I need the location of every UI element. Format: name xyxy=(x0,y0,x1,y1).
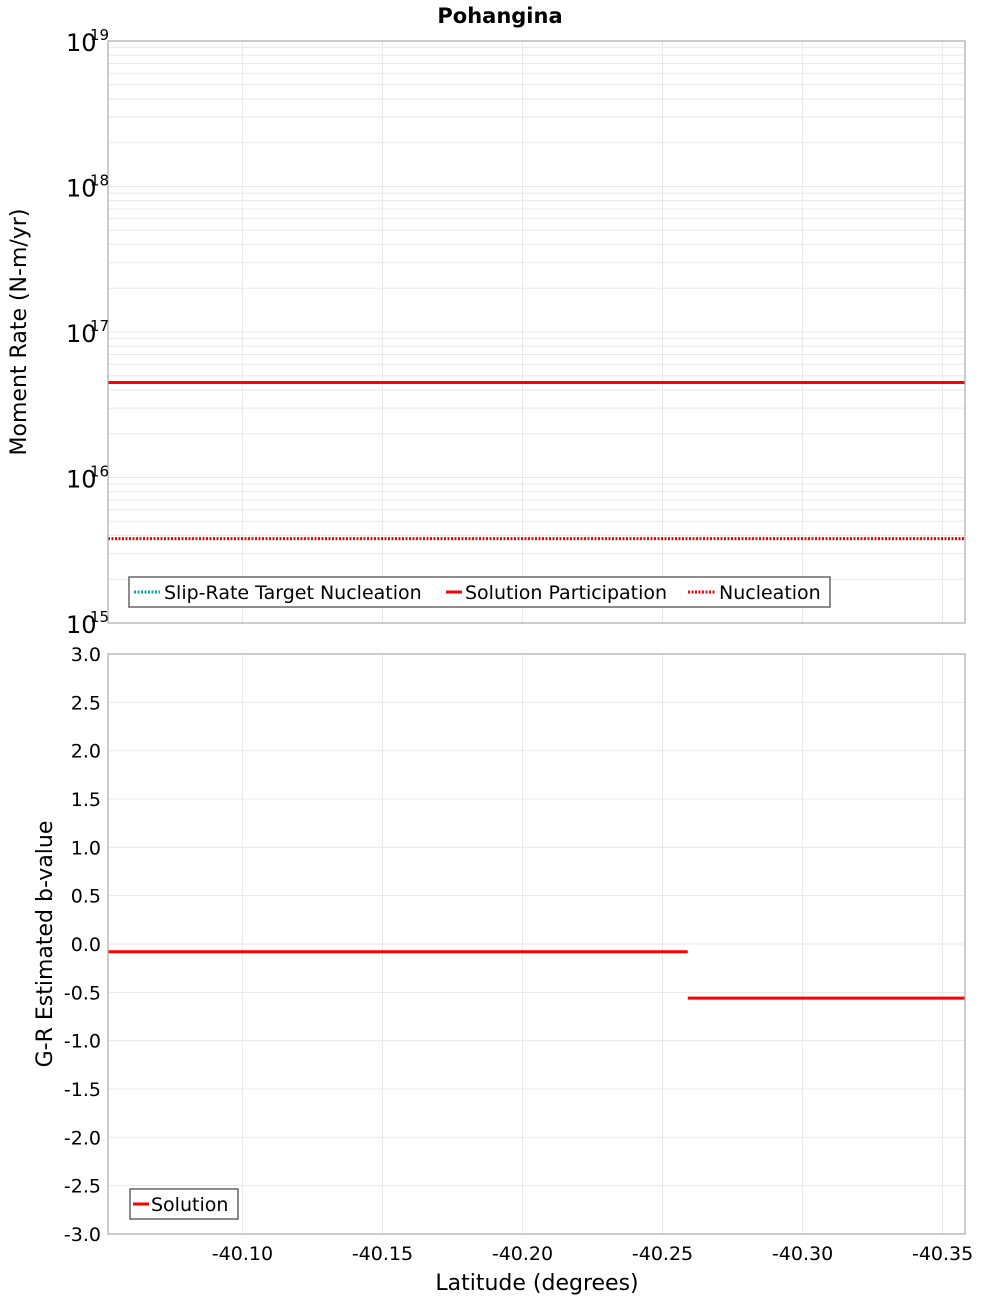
top-y-ticks: 10191018101710161015 xyxy=(66,26,109,639)
legend-target-label: Slip-Rate Target Nucleation xyxy=(164,582,422,604)
svg-text:-40.25: -40.25 xyxy=(632,1243,693,1265)
bottom-y-axis-label: G-R Estimated b-value xyxy=(33,821,58,1068)
svg-text:-3.0: -3.0 xyxy=(64,1224,101,1246)
svg-text:-40.30: -40.30 xyxy=(772,1243,833,1265)
svg-text:-1.5: -1.5 xyxy=(64,1079,101,1101)
svg-text:17: 17 xyxy=(90,317,109,335)
svg-text:-40.10: -40.10 xyxy=(212,1243,273,1265)
svg-text:2.5: 2.5 xyxy=(71,692,101,714)
bottom-legend: Solution xyxy=(130,1189,238,1219)
svg-text:19: 19 xyxy=(90,26,109,44)
svg-text:-2.0: -2.0 xyxy=(64,1127,101,1149)
top-legend: Slip-Rate Target Nucleation Solution Par… xyxy=(129,577,830,607)
svg-text:3.0: 3.0 xyxy=(71,644,101,666)
svg-text:2.0: 2.0 xyxy=(71,741,101,763)
legend-nucleation-label: Nucleation xyxy=(719,582,821,604)
b-value-panel: 3.0 2.5 2.0 1.5 1.0 0.5 0.0 -0.5 -1.0 -1.5 -2.0 -2.… xyxy=(33,644,965,1246)
svg-text:-0.5: -0.5 xyxy=(64,982,101,1004)
chart-svg: Pohangina 10191018101710161015 Moment Ra… xyxy=(0,0,1000,1300)
bottom-y-ticks: 3.0 2.5 2.0 1.5 1.0 0.5 0.0 -0.5 -1.0 -1.5 -2.0 -2.… xyxy=(64,644,101,1246)
svg-text:16: 16 xyxy=(90,463,109,481)
top-y-axis-label: Moment Rate (N-m/yr) xyxy=(7,209,32,456)
svg-text:18: 18 xyxy=(90,172,109,190)
legend-solution-label: Solution xyxy=(151,1194,228,1216)
svg-text:1.0: 1.0 xyxy=(71,837,101,859)
legend-participation-label: Solution Participation xyxy=(465,582,667,604)
svg-text:-40.15: -40.15 xyxy=(352,1243,413,1265)
x-axis-label: Latitude (degrees) xyxy=(435,1271,638,1296)
x-ticks: -40.10 -40.15 -40.20 -40.25 -40.30 -40.35 xyxy=(212,1243,973,1265)
chart-title: Pohangina xyxy=(437,4,562,28)
chart-figure: Pohangina 10191018101710161015 Moment Ra… xyxy=(0,0,1000,1300)
svg-text:0.5: 0.5 xyxy=(71,886,101,908)
svg-text:15: 15 xyxy=(90,608,109,626)
moment-rate-panel: 10191018101710161015 Moment Rate (N-m/yr… xyxy=(7,26,965,639)
svg-text:-40.20: -40.20 xyxy=(492,1243,553,1265)
svg-text:0.0: 0.0 xyxy=(71,934,101,956)
svg-text:-40.35: -40.35 xyxy=(912,1243,973,1265)
svg-text:-1.0: -1.0 xyxy=(64,1031,101,1053)
svg-text:1.5: 1.5 xyxy=(71,789,101,811)
svg-text:-2.5: -2.5 xyxy=(64,1176,101,1198)
